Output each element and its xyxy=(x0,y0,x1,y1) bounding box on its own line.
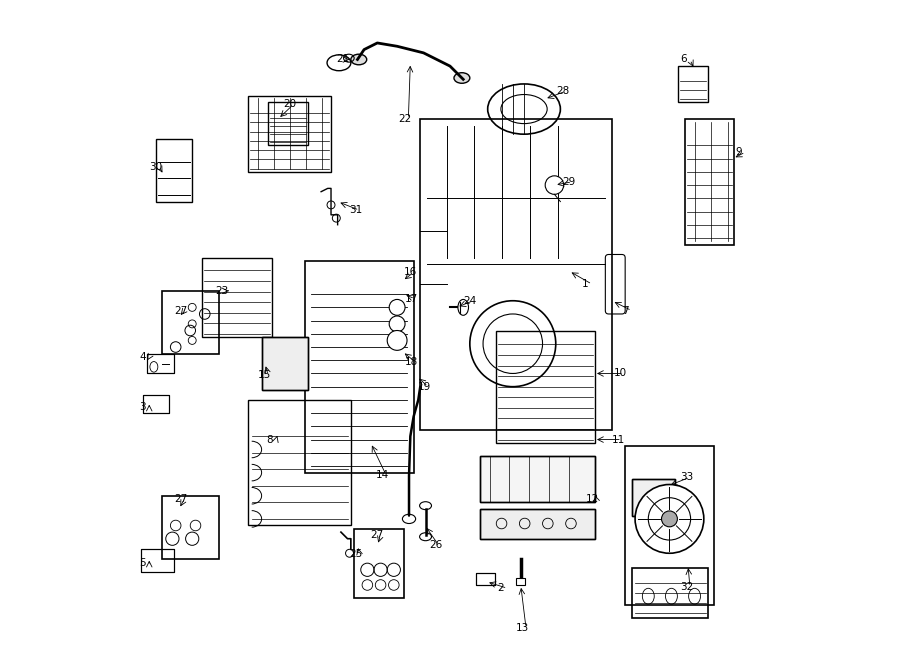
Bar xyxy=(142,395,169,413)
Bar xyxy=(163,291,219,354)
Ellipse shape xyxy=(662,511,678,527)
Bar xyxy=(262,337,308,390)
Ellipse shape xyxy=(387,330,407,350)
Text: 18: 18 xyxy=(405,356,418,367)
Ellipse shape xyxy=(635,485,704,553)
Text: 6: 6 xyxy=(680,54,687,65)
Text: 1: 1 xyxy=(582,279,589,290)
Text: 32: 32 xyxy=(680,582,693,592)
Text: 2: 2 xyxy=(498,583,504,594)
Bar xyxy=(685,119,734,245)
Text: 21: 21 xyxy=(337,54,349,65)
Bar xyxy=(626,446,715,605)
Bar xyxy=(476,573,495,585)
Bar xyxy=(202,258,272,337)
Text: 19: 19 xyxy=(418,381,431,392)
Ellipse shape xyxy=(458,299,469,315)
Text: 27: 27 xyxy=(371,530,384,541)
Bar xyxy=(678,66,707,102)
Ellipse shape xyxy=(389,316,405,332)
Text: 12: 12 xyxy=(586,494,599,504)
Text: 20: 20 xyxy=(284,99,297,110)
Bar xyxy=(632,479,675,516)
Text: 33: 33 xyxy=(680,472,693,483)
Ellipse shape xyxy=(470,301,556,387)
Bar xyxy=(248,96,331,172)
Text: 3: 3 xyxy=(140,401,146,412)
Text: 15: 15 xyxy=(258,370,272,381)
Text: 30: 30 xyxy=(149,161,162,172)
Ellipse shape xyxy=(545,176,563,194)
Bar xyxy=(480,456,596,502)
Text: 17: 17 xyxy=(405,293,418,304)
Text: 8: 8 xyxy=(266,434,273,445)
Bar xyxy=(262,337,308,390)
Text: 27: 27 xyxy=(175,494,187,504)
Bar xyxy=(268,102,308,145)
Ellipse shape xyxy=(454,73,470,83)
Text: 29: 29 xyxy=(562,176,576,187)
Bar xyxy=(476,573,495,585)
Ellipse shape xyxy=(351,54,366,65)
Bar xyxy=(148,354,174,373)
Text: 11: 11 xyxy=(612,434,625,445)
Bar xyxy=(156,139,193,202)
Ellipse shape xyxy=(389,299,405,315)
Bar xyxy=(420,119,612,430)
Bar xyxy=(632,479,675,516)
Bar xyxy=(163,496,219,559)
Text: 10: 10 xyxy=(614,368,627,379)
Text: 26: 26 xyxy=(428,540,442,551)
Bar xyxy=(355,529,404,598)
Text: 14: 14 xyxy=(376,469,389,480)
Text: 31: 31 xyxy=(349,205,363,215)
Bar xyxy=(632,568,707,618)
Text: 5: 5 xyxy=(140,558,146,568)
Bar xyxy=(304,261,414,473)
Text: 28: 28 xyxy=(556,86,569,97)
Bar xyxy=(140,549,174,572)
Ellipse shape xyxy=(327,55,351,71)
Text: 24: 24 xyxy=(464,295,476,306)
Bar xyxy=(248,400,351,525)
Text: 13: 13 xyxy=(516,623,529,633)
FancyBboxPatch shape xyxy=(606,254,626,314)
Text: 22: 22 xyxy=(399,114,411,124)
Bar xyxy=(496,330,596,443)
Text: 4: 4 xyxy=(140,352,146,362)
Bar xyxy=(516,578,526,585)
Text: 27: 27 xyxy=(175,305,187,316)
Bar xyxy=(148,354,174,373)
Ellipse shape xyxy=(402,514,416,524)
Text: 23: 23 xyxy=(215,286,229,296)
Text: 9: 9 xyxy=(735,147,742,157)
Text: 25: 25 xyxy=(349,549,363,559)
Bar xyxy=(142,395,169,413)
Bar xyxy=(480,509,596,539)
Text: 7: 7 xyxy=(622,305,628,316)
Bar xyxy=(480,456,596,502)
Bar xyxy=(140,549,174,572)
Bar xyxy=(480,509,596,539)
Text: 16: 16 xyxy=(404,267,417,278)
